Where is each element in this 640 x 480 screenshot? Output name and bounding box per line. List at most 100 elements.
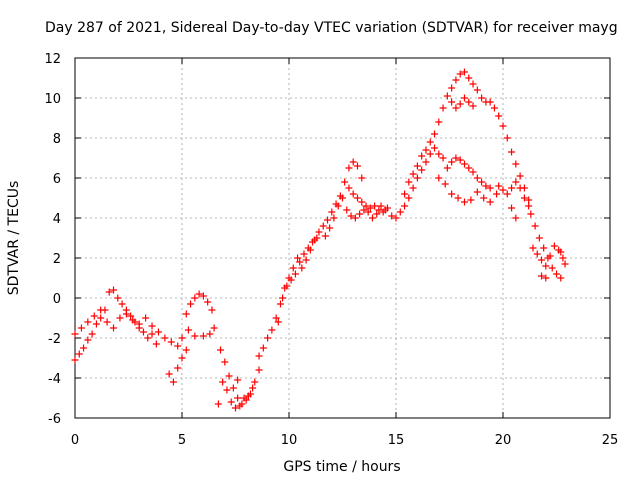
data-point bbox=[199, 292, 207, 300]
data-point bbox=[328, 208, 336, 216]
data-point bbox=[368, 214, 376, 222]
data-point bbox=[255, 352, 263, 360]
data-point bbox=[110, 324, 118, 332]
y-tick-label: 12 bbox=[44, 52, 61, 67]
data-point bbox=[456, 70, 464, 78]
data-point bbox=[422, 158, 430, 166]
data-point bbox=[508, 184, 516, 192]
data-point bbox=[441, 180, 449, 188]
data-point bbox=[443, 92, 451, 100]
data-point bbox=[144, 334, 152, 342]
data-point bbox=[409, 184, 417, 192]
data-point bbox=[116, 314, 124, 322]
data-point bbox=[274, 318, 282, 326]
data-point bbox=[178, 334, 186, 342]
data-point bbox=[276, 300, 284, 308]
data-point bbox=[195, 290, 203, 298]
data-point bbox=[71, 330, 79, 338]
data-point bbox=[191, 294, 199, 302]
data-point bbox=[227, 398, 235, 406]
data-point bbox=[356, 210, 364, 218]
data-point bbox=[118, 300, 126, 308]
data-point bbox=[535, 234, 543, 242]
x-axis-title: GPS time / hours bbox=[283, 459, 400, 475]
data-point bbox=[373, 210, 381, 218]
data-point bbox=[80, 344, 88, 352]
data-point bbox=[210, 324, 218, 332]
data-point bbox=[426, 138, 434, 146]
data-point bbox=[553, 270, 560, 278]
data-point bbox=[139, 328, 147, 336]
data-point bbox=[443, 164, 451, 172]
data-point bbox=[97, 306, 105, 314]
data-point bbox=[542, 262, 550, 270]
data-point bbox=[204, 298, 212, 306]
data-point bbox=[431, 144, 439, 152]
data-point bbox=[525, 202, 533, 210]
data-point bbox=[435, 174, 443, 182]
data-point bbox=[426, 150, 434, 158]
data-point bbox=[90, 312, 98, 320]
data-point bbox=[542, 274, 550, 282]
data-point bbox=[232, 404, 239, 412]
data-point bbox=[97, 314, 105, 322]
data-point bbox=[84, 318, 92, 326]
data-point bbox=[208, 306, 216, 314]
data-point bbox=[219, 378, 227, 386]
y-tick-label: -6 bbox=[48, 412, 61, 427]
data-point bbox=[533, 250, 541, 258]
data-point bbox=[223, 386, 231, 394]
data-point bbox=[448, 158, 456, 166]
data-point bbox=[512, 178, 520, 186]
x-tick-label: 25 bbox=[602, 433, 619, 448]
data-point bbox=[486, 184, 494, 192]
data-point bbox=[377, 202, 385, 210]
data-point bbox=[251, 378, 259, 386]
data-point bbox=[460, 160, 468, 168]
data-point bbox=[516, 172, 524, 180]
data-point bbox=[473, 174, 481, 182]
data-point bbox=[405, 178, 413, 186]
data-point bbox=[381, 206, 389, 214]
data-point bbox=[315, 228, 323, 236]
data-point bbox=[321, 232, 329, 240]
data-point bbox=[339, 194, 346, 202]
data-point bbox=[465, 98, 473, 106]
y-tick-label: 8 bbox=[53, 132, 61, 147]
data-point bbox=[187, 300, 195, 308]
data-point bbox=[467, 196, 475, 204]
data-point bbox=[349, 190, 357, 198]
data-point bbox=[469, 80, 477, 88]
data-point bbox=[529, 244, 537, 252]
y-tick-label: -4 bbox=[48, 372, 61, 387]
data-point bbox=[264, 334, 272, 342]
data-point bbox=[418, 166, 426, 174]
data-point bbox=[142, 314, 150, 322]
y-axis-tick-labels: -6 -4 -2 0 2 4 6 8 10 12 bbox=[44, 52, 61, 427]
data-point bbox=[495, 112, 503, 120]
data-point bbox=[182, 310, 190, 318]
data-point bbox=[341, 178, 349, 186]
data-point bbox=[360, 206, 368, 214]
data-point bbox=[129, 316, 137, 324]
grid bbox=[75, 58, 610, 418]
data-point bbox=[456, 156, 464, 164]
data-point bbox=[122, 310, 130, 318]
data-point bbox=[225, 372, 233, 380]
data-point bbox=[448, 84, 456, 92]
data-point bbox=[431, 130, 439, 138]
data-point bbox=[75, 350, 83, 358]
y-tick-label: 10 bbox=[44, 92, 61, 107]
data-point bbox=[343, 206, 351, 214]
data-point bbox=[103, 318, 111, 326]
data-point bbox=[240, 394, 248, 402]
y-tick-label: 6 bbox=[53, 172, 61, 187]
data-point bbox=[520, 194, 528, 202]
data-point bbox=[548, 264, 556, 272]
data-point bbox=[388, 212, 396, 220]
data-point bbox=[448, 98, 456, 106]
data-point bbox=[167, 338, 175, 346]
data-point bbox=[353, 194, 361, 202]
data-point bbox=[490, 104, 498, 112]
plot-frame bbox=[74, 57, 611, 419]
